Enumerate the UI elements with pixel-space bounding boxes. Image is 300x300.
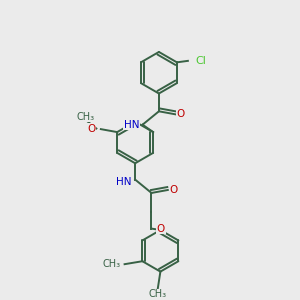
- Text: HN: HN: [124, 120, 139, 130]
- Text: CH₃: CH₃: [103, 259, 121, 269]
- Text: Cl: Cl: [196, 56, 206, 66]
- Text: CH₃: CH₃: [148, 290, 166, 299]
- Text: HN: HN: [116, 177, 132, 187]
- Text: O: O: [157, 224, 165, 234]
- Text: CH₃: CH₃: [77, 112, 95, 122]
- Text: O: O: [176, 109, 185, 119]
- Text: O: O: [87, 124, 95, 134]
- Text: O: O: [169, 185, 177, 195]
